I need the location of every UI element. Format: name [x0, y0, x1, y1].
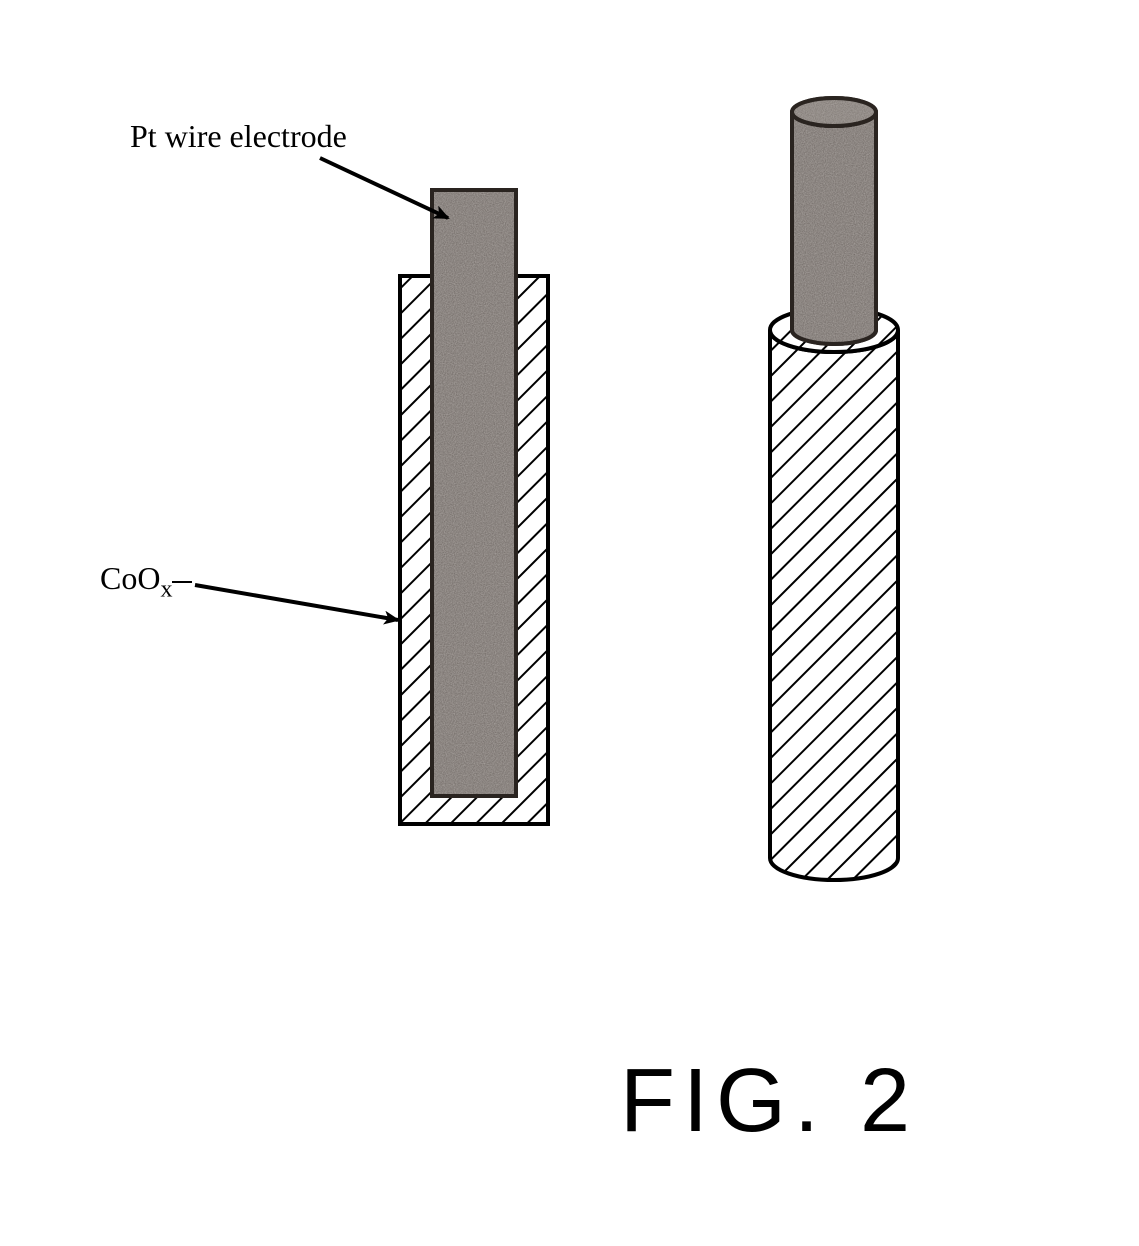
diagram-svg — [0, 0, 1139, 1246]
right-coating — [770, 308, 898, 880]
left-wire-texture — [432, 190, 516, 796]
right-3d-view — [770, 98, 898, 880]
arrow-top — [320, 158, 448, 218]
arrow-bottom — [195, 585, 398, 620]
right-wire — [792, 98, 876, 344]
left-cross-section — [400, 190, 548, 824]
